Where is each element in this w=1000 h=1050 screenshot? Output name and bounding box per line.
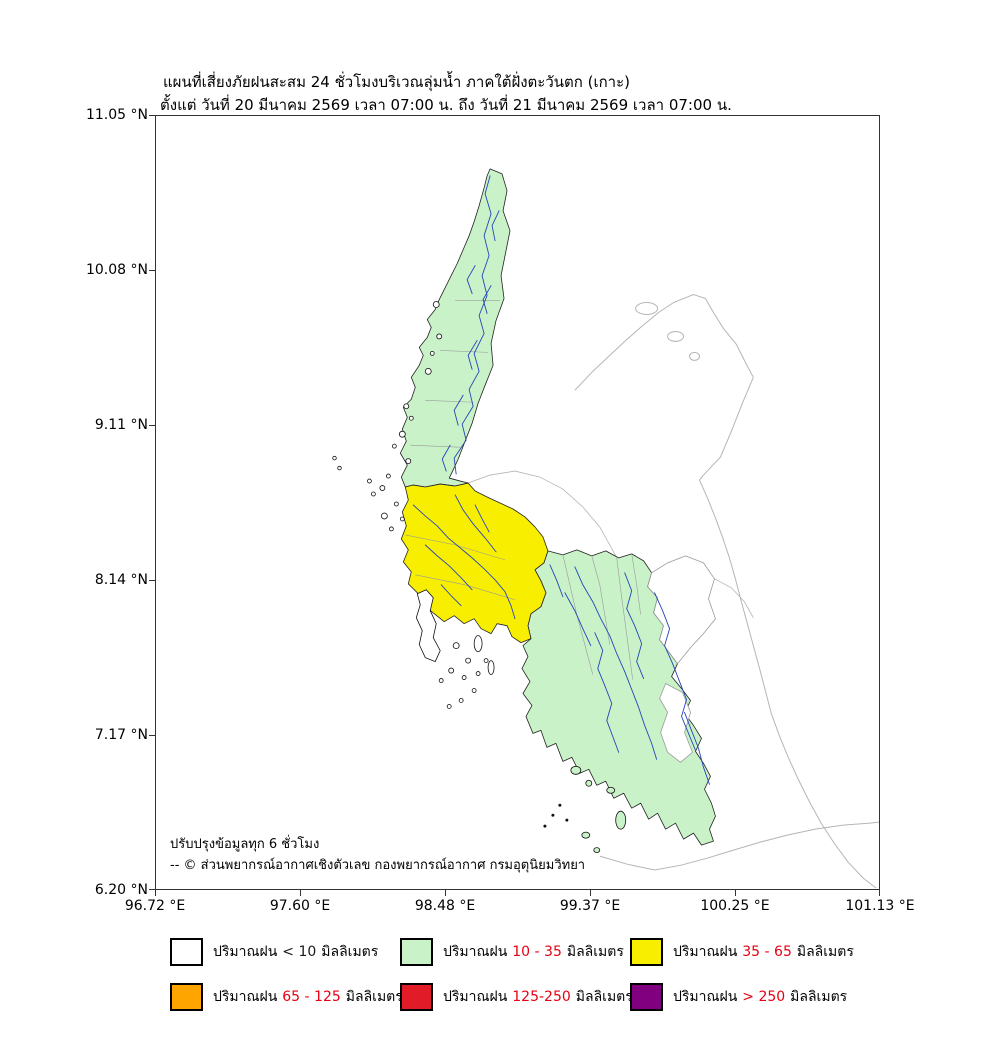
x-tick-mark [590,890,591,896]
legend-swatch [630,983,663,1011]
x-tick-mark [445,890,446,896]
legend-swatch [400,983,433,1011]
legend-item-65-125: ปริมาณฝน 65 - 125 มิลลิเมตร [170,983,408,1011]
y-tick-label: 10.08 °N [85,262,148,278]
y-tick-mark [149,425,155,426]
tiny-island-dots [543,803,569,828]
x-tick-label: 98.48 °E [414,898,476,914]
y-tick-mark [149,735,155,736]
legend-swatch [400,938,433,966]
legend-swatch [630,938,663,966]
map-svg [332,168,879,889]
y-tick-label: 6.20 °N [94,882,148,898]
rivers [412,175,710,785]
y-tick-mark [149,115,155,116]
y-tick-label: 11.05 °N [85,107,148,123]
legend-item-125-250: ปริมาณฝน 125-250 มิลลิเมตร [400,983,638,1011]
legend-item-10-35: ปริมาณฝน 10 - 35 มิลลิเมตร [400,938,629,966]
x-tick-label: 96.72 °E [124,898,186,914]
watershed-region-green [399,168,716,846]
y-tick-label: 8.14 °N [94,572,148,588]
legend-label: ปริมาณฝน 65 - 125 มิลลิเมตร [213,989,403,1005]
legend-label: ปริมาณฝน > 250 มิลลิเมตร [673,989,848,1005]
x-tick-mark [879,890,880,896]
x-tick-mark [155,890,156,896]
legend-label: ปริมาณฝน < 10 มิลลิเมตร [213,944,379,960]
map-notes: ปรับปรุงข้อมูลทุก 6 ชั่วโมง -- © ส่วนพยา… [170,835,585,877]
legend-label: ปริมาณฝน 10 - 35 มิลลิเมตร [443,944,624,960]
phuket-island [415,589,441,663]
figure-subtitle: ตั้งแต่ วันที่ 20 มีนาคม 2569 เวลา 07:00… [160,96,732,114]
legend-item-gt250: ปริมาณฝน > 250 มิลลิเมตร [630,983,852,1011]
legend-item-lt10: ปริมาณฝน < 10 มิลลิเมตร [170,938,383,966]
x-tick-label: 100.25 °E [700,898,770,914]
y-tick-mark [149,580,155,581]
unfilled-sub-basins [647,555,716,763]
legend-label: ปริมาณฝน 125-250 มิลลิเมตร [443,989,633,1005]
sub-watershed-dividers [405,300,641,680]
mainland-boundary-lines [468,294,879,889]
y-tick-mark [149,889,155,890]
data-source-credit: -- © ส่วนพยากรณ์อากาศเชิงตัวเลข กองพยากร… [170,858,586,874]
map-plot-area: ปรับปรุงข้อมูลทุก 6 ชั่วโมง -- © ส่วนพยา… [155,115,880,890]
legend-label: ปริมาณฝน 35 - 65 มิลลิเมตร [673,944,854,960]
watershed-region-yellow [400,482,549,644]
x-tick-mark [300,890,301,896]
legend-item-35-65: ปริมาณฝน 35 - 65 มิลลิเมตร [630,938,859,966]
figure-title: แผนที่เสี่ยงภัยฝนสะสม 24 ชั่วโมงบริเวณลุ… [163,73,631,91]
coastal-islands-white [332,301,495,709]
y-tick-mark [149,270,155,271]
legend-swatch [170,983,203,1011]
y-tick-label: 7.17 °N [94,727,148,743]
update-frequency-note: ปรับปรุงข้อมูลทุก 6 ชั่วโมง [170,837,320,853]
watershed-green-north-strip [399,168,511,488]
x-tick-mark [735,890,736,896]
southern-islands-green [570,765,627,853]
y-tick-label: 9.11 °N [94,417,148,433]
x-tick-label: 99.37 °E [559,898,621,914]
x-tick-label: 97.60 °E [269,898,331,914]
x-tick-label: 101.13 °E [845,898,915,914]
legend-swatch [170,938,203,966]
